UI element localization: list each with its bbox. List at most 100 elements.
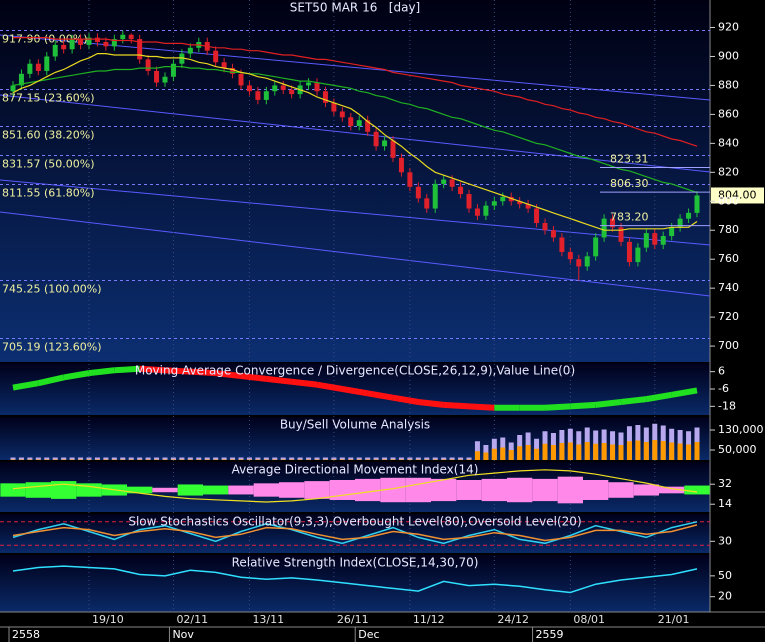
volume-bar [238, 459, 244, 460]
candle-body [652, 233, 658, 245]
macd-segment [139, 365, 166, 374]
volume-bar [643, 442, 649, 460]
candle-body [610, 218, 616, 228]
volume-bar [441, 457, 447, 460]
volume-bar [415, 459, 421, 460]
volume-bar [407, 457, 413, 460]
candle-body [263, 91, 269, 100]
y-tick-label: 860 [718, 107, 739, 120]
macd-segment [114, 365, 140, 374]
y-tick-label: 740 [718, 281, 739, 294]
volume-bar [94, 457, 100, 460]
volume-bar [415, 457, 421, 460]
volume-bar [162, 457, 168, 460]
x-tick-label: 13/11 [252, 613, 284, 626]
y-tick-label: 840 [718, 136, 739, 149]
macd-segment [215, 370, 242, 379]
candle-body [382, 140, 388, 147]
candle-body [677, 218, 683, 228]
trend-lines [0, 34, 711, 297]
panel-title: Average Directional Movement Index(14) [232, 463, 479, 477]
volume-panel [0, 417, 710, 460]
candle-body [517, 201, 523, 205]
macd-segment [570, 401, 596, 410]
x-tick-label: 24/12 [497, 613, 529, 626]
volume-bar [94, 459, 100, 460]
candle-body [441, 179, 447, 184]
fibonacci-label: 745.25 (100.00%) [2, 283, 102, 296]
volume-bar [27, 459, 33, 460]
volume-bar [542, 443, 548, 460]
panel-title: Slow Stochastics Oscillator(9,3,3),Overb… [128, 515, 581, 529]
volume-bar [500, 447, 506, 460]
volume-bar [694, 442, 700, 460]
macd-segment [620, 396, 647, 405]
volume-bar [179, 459, 185, 460]
macd-segment [341, 386, 369, 397]
macd-segment [12, 380, 39, 391]
candle-body [322, 91, 328, 103]
candle-body [221, 62, 227, 69]
volume-bar [120, 459, 126, 460]
candle-body [179, 53, 185, 64]
panel-title: Buy/Sell Volume Analysis [280, 418, 430, 432]
volume-bar [365, 459, 371, 460]
volume-bar [61, 459, 67, 460]
macd-segment [88, 367, 115, 377]
candle-body [162, 76, 168, 83]
volume-bar [314, 457, 320, 460]
volume-bar [491, 448, 497, 460]
volume-bar [137, 457, 143, 460]
volume-bar [103, 457, 109, 460]
volume-bar [246, 459, 252, 460]
macd-segment [63, 370, 90, 381]
di-band [228, 485, 254, 495]
volume-bar [213, 457, 219, 460]
adx-line [12, 469, 698, 503]
candle-body [643, 233, 649, 248]
volume-bar [306, 457, 312, 460]
volume-bar [145, 459, 151, 460]
volume-bar [221, 457, 227, 460]
volume-bar [255, 457, 261, 460]
y-tick-label: 800 [718, 194, 739, 207]
y-tick-label: 6 [718, 365, 725, 378]
candle-body [483, 205, 489, 216]
candle-body [331, 102, 337, 112]
volume-bar [458, 459, 464, 460]
di-band [633, 484, 659, 496]
candle-body [660, 236, 666, 245]
fibonacci-label: 705.19 (123.60%) [2, 341, 102, 354]
di-band [481, 478, 507, 502]
candle-body [694, 195, 700, 213]
candle-body [137, 39, 143, 60]
candle-body [458, 186, 464, 195]
candle-body [230, 68, 236, 74]
candle-body [415, 186, 421, 199]
candle-body [449, 179, 455, 187]
indicator-line [12, 524, 698, 542]
volume-bar [145, 457, 151, 460]
candle-body [424, 198, 430, 209]
di-band [51, 481, 77, 499]
volume-bar [52, 459, 58, 460]
y-tick-label: 50 [718, 569, 732, 582]
volume-bar [86, 459, 92, 460]
candle-body [491, 201, 497, 206]
x-tick-label: 21/01 [658, 613, 690, 626]
volume-bar [576, 444, 582, 460]
macd-segment [671, 387, 698, 398]
y-tick-label: 50,000 [718, 443, 757, 456]
price-panel [0, 0, 710, 362]
volume-bar [61, 457, 67, 460]
di-band [456, 480, 482, 500]
volume-bar [618, 445, 624, 460]
volume-bar [483, 452, 489, 460]
volume-bar [449, 459, 455, 460]
macd-segment [316, 381, 343, 392]
y-tick-label: 14 [718, 497, 732, 510]
candle-body [103, 41, 109, 47]
candle-body [432, 183, 438, 209]
volume-bar [314, 459, 320, 460]
